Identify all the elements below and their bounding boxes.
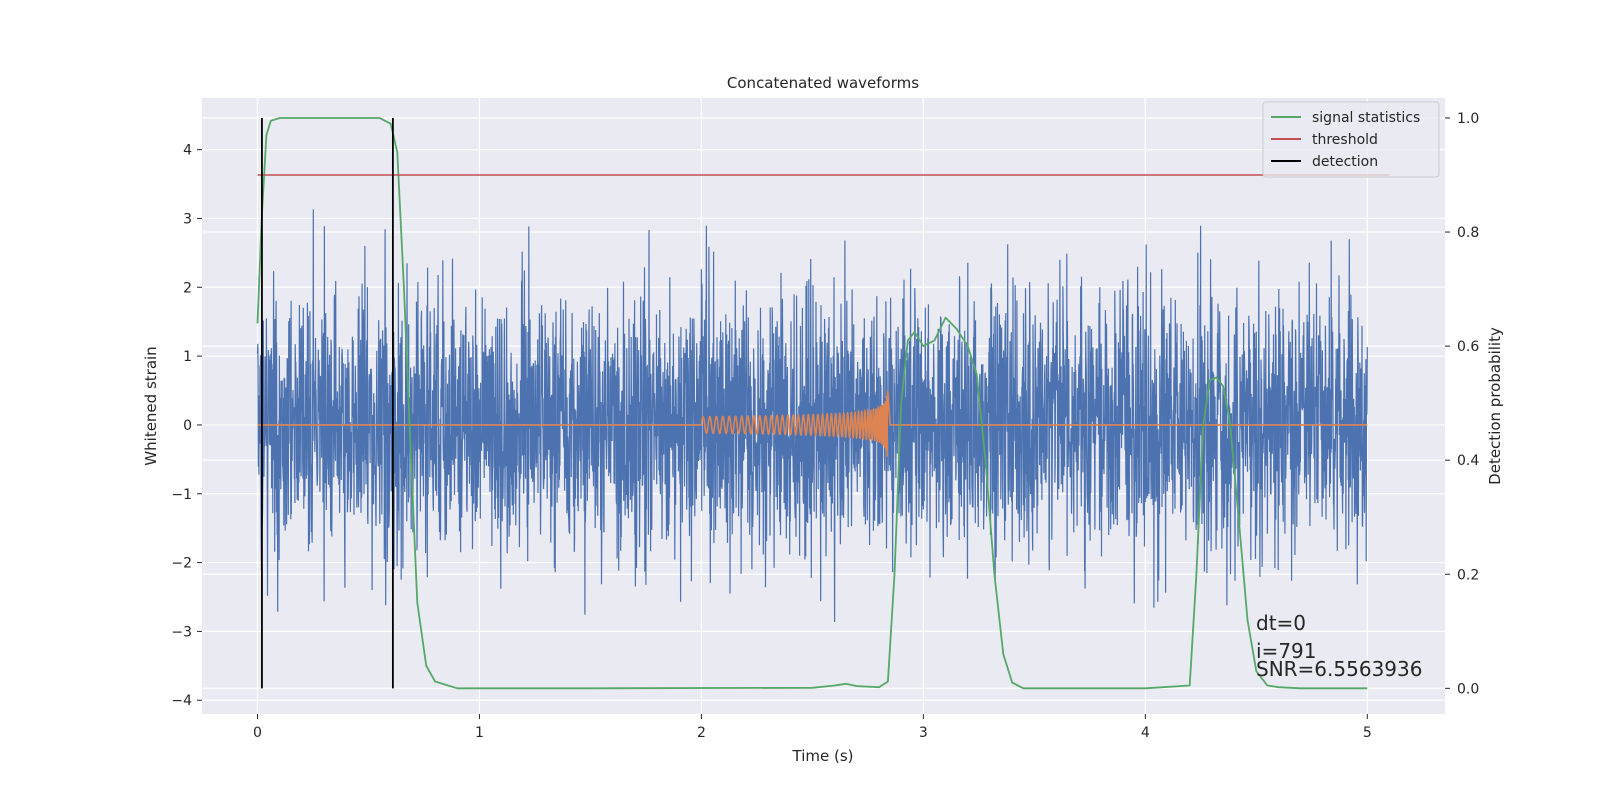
legend-label-signal-statistics: signal statistics: [1312, 110, 1420, 126]
x-tick-label: 4: [1141, 725, 1150, 741]
y2-tick-label: 0.2: [1457, 567, 1479, 583]
y2-tick-label: 0.8: [1457, 225, 1479, 241]
annotation-snr: SNR=6.5563936: [1256, 657, 1422, 681]
y2-tick-label: 0.0: [1457, 681, 1479, 697]
annotation-i: i=791: [1256, 639, 1317, 663]
x-tick-label: 0: [253, 725, 262, 741]
y-tick-label: −3: [171, 624, 192, 640]
series-strain: [256, 209, 1368, 623]
y2-tick-label: 0.4: [1457, 453, 1479, 469]
y-tick-label: −2: [171, 556, 192, 572]
y2-axis-ticks: 0.0 0.2 0.4 0.6 0.8 1.0: [1445, 111, 1479, 697]
y-tick-label: 1: [183, 349, 192, 365]
y2-tick-label: 1.0: [1457, 111, 1479, 127]
x-tick-label: 1: [475, 725, 484, 741]
y-tick-label: 4: [183, 143, 192, 159]
signal-statistics-line: [256, 117, 1368, 690]
y-axis-ticks: −4 −3 −2 −1 0 1 2 3 4: [171, 143, 202, 709]
strain-line: [256, 209, 1368, 623]
waveform-line: [257, 390, 1368, 457]
legend-box: [1262, 101, 1440, 178]
y2-axis-label: Detection probability: [1486, 327, 1504, 485]
x-tick-label: 5: [1363, 725, 1372, 741]
series-waveform: [257, 390, 1368, 457]
x-tick-label: 2: [697, 725, 706, 741]
annotation-dt: dt=0: [1256, 611, 1306, 635]
y-tick-label: 0: [183, 418, 192, 434]
x-tick-label: 3: [919, 725, 928, 741]
y-tick-label: −4: [171, 693, 192, 709]
y-tick-label: 3: [183, 211, 192, 227]
y-axis-label: Whitened strain: [142, 346, 160, 465]
x-axis-label: Time (s): [792, 747, 854, 765]
x-axis-ticks: 0 1 2 3 4 5: [253, 714, 1372, 741]
series-signal-statistics: [256, 117, 1368, 690]
y-tick-label: −1: [171, 487, 192, 503]
y-tick-label: 2: [183, 280, 192, 296]
chart-title: Concatenated waveforms: [727, 74, 919, 92]
legend: signal statistics threshold detection: [1262, 101, 1440, 178]
series-detection: [261, 117, 394, 689]
y2-tick-label: 0.6: [1457, 339, 1479, 355]
legend-label-detection: detection: [1312, 154, 1378, 170]
legend-label-threshold: threshold: [1312, 132, 1378, 148]
